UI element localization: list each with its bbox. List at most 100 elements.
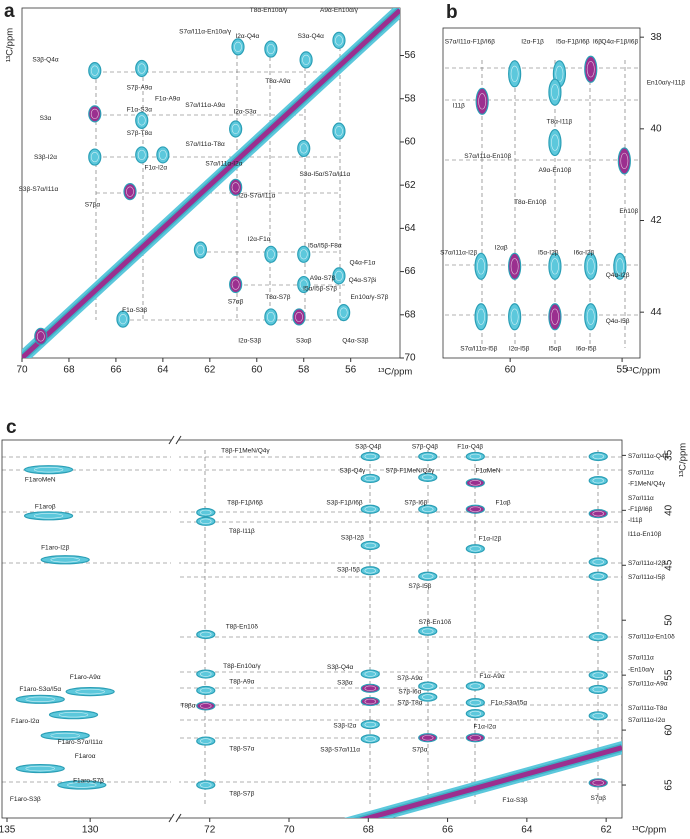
peak [297, 275, 311, 294]
peak [617, 147, 631, 175]
peak-annotation: I6α-I2β [574, 249, 595, 256]
peak-annotation: T8α-S7β [265, 294, 290, 301]
peak-contour [592, 780, 604, 786]
peak-contour [266, 249, 275, 260]
peak-contour [422, 628, 434, 634]
peak-contour [200, 738, 212, 744]
peak-annotation: S7α/I11α [628, 470, 654, 477]
peak [360, 473, 380, 484]
peak-contour [67, 782, 97, 788]
peak-annotation: F1aroα [75, 753, 96, 760]
peak [418, 733, 438, 743]
peak-contour [126, 186, 134, 197]
peak-annotation: T8β-En10δ [226, 624, 259, 631]
peak [584, 303, 598, 331]
peak-contour [266, 43, 275, 55]
peak-annotation: S7α/I11α [628, 654, 654, 661]
peak [297, 139, 311, 158]
peak [196, 701, 216, 711]
peak [465, 544, 485, 554]
diagonal [22, 8, 400, 358]
peak [588, 476, 608, 486]
peak-annotation: F1aroβ [35, 504, 56, 511]
peak [418, 504, 438, 514]
peak [88, 105, 102, 123]
peak-annotation: T8β-A9α [229, 678, 254, 685]
y-tick-label: 40 [664, 504, 675, 516]
peak [229, 178, 243, 196]
peak-annotation: S7β-T8α [397, 699, 422, 706]
peak-contour [422, 453, 434, 460]
peak [588, 684, 608, 695]
peak-contour [592, 633, 604, 640]
peak-annotation: S7βα [412, 747, 428, 754]
x-tick-label: 60 [505, 365, 517, 376]
peak [474, 252, 488, 280]
diagonal-core [22, 8, 400, 358]
peak-annotation: T8β-En10α/γ [223, 663, 261, 670]
peak-annotation: S7α/I11α-I5β [460, 346, 497, 353]
peak-annotation: I2α-F1β [521, 38, 544, 45]
peak-annotation: F1α-I2β [479, 536, 502, 543]
axis-break-gap [171, 438, 179, 820]
peak-contour [551, 258, 559, 275]
peak-annotation: F1aro-S3β [10, 796, 41, 803]
peak [588, 778, 608, 788]
peak-contour [299, 279, 308, 290]
peak-annotation: A9α-En10α/γ [320, 7, 359, 14]
y-tick-label: 45 [664, 559, 675, 571]
peak [418, 571, 438, 581]
y-tick-label: 66 [404, 266, 416, 277]
peak-contour [196, 244, 205, 256]
peak-annotation: S7βα [85, 201, 101, 208]
peak-annotation: I5αβ [548, 346, 561, 353]
peak-contour [364, 698, 376, 705]
peak-contour [33, 513, 64, 519]
peak [48, 710, 99, 720]
peak-contour [551, 84, 559, 101]
peak-contour [469, 546, 482, 552]
peak-contour [478, 93, 487, 110]
x-axis-label: ¹³C/ppm [626, 366, 660, 377]
peak-contour [50, 557, 80, 563]
peak-contour [364, 736, 376, 742]
peak-annotation: I5α/I5β-S7β [303, 286, 337, 293]
peak-contour [231, 182, 240, 193]
peak-annotation: F1α-S3β [502, 797, 527, 804]
peaks [22, 8, 400, 358]
peak-annotation: F1aro-S3α/I5α [19, 686, 61, 693]
peak-contour [302, 54, 310, 65]
peak [588, 509, 608, 519]
peak-contour [469, 735, 482, 741]
x-tick-label: 70 [283, 825, 295, 836]
peak-annotation: T8α-I11β [547, 119, 573, 126]
y-tick-label: 62 [404, 180, 416, 191]
peak-annotation: F1α-S3α/I5α [491, 699, 527, 706]
guide-lines [445, 60, 640, 348]
peak-annotation: F1α-S3β [122, 307, 147, 314]
peak [332, 267, 346, 285]
peak-annotation: F1αβ [496, 499, 511, 506]
x-tick-label: 68 [363, 825, 375, 836]
peak-annotation: S7α/I11α-En10δ [628, 633, 675, 640]
peak [57, 780, 107, 790]
peak [337, 304, 351, 322]
peak-contour [364, 506, 376, 512]
peak-contour [477, 308, 485, 325]
peak-annotation: S3β-S7α/I11α [320, 747, 360, 754]
peak-contour [119, 314, 127, 325]
peak-annotation: S3β-F1β/I6β [326, 499, 362, 506]
peak-annotation: T8β-S7α [229, 745, 254, 752]
peak-contour [200, 703, 212, 709]
peak-contour [592, 510, 604, 517]
panel-label: a [4, 1, 15, 22]
peak-annotation: S7α/I11α-F1β/I6β [445, 38, 496, 45]
peak-annotation: I2αβ [495, 245, 508, 252]
peak-annotation: S3β-Q4α [327, 664, 354, 671]
peak-contour [33, 466, 64, 473]
peak-annotation: T8β-S7β [229, 791, 254, 798]
peak-annotation: S3α-Q4α [298, 33, 325, 40]
peak-contour [592, 713, 604, 719]
peak-contour [422, 694, 434, 700]
peak [588, 670, 608, 680]
